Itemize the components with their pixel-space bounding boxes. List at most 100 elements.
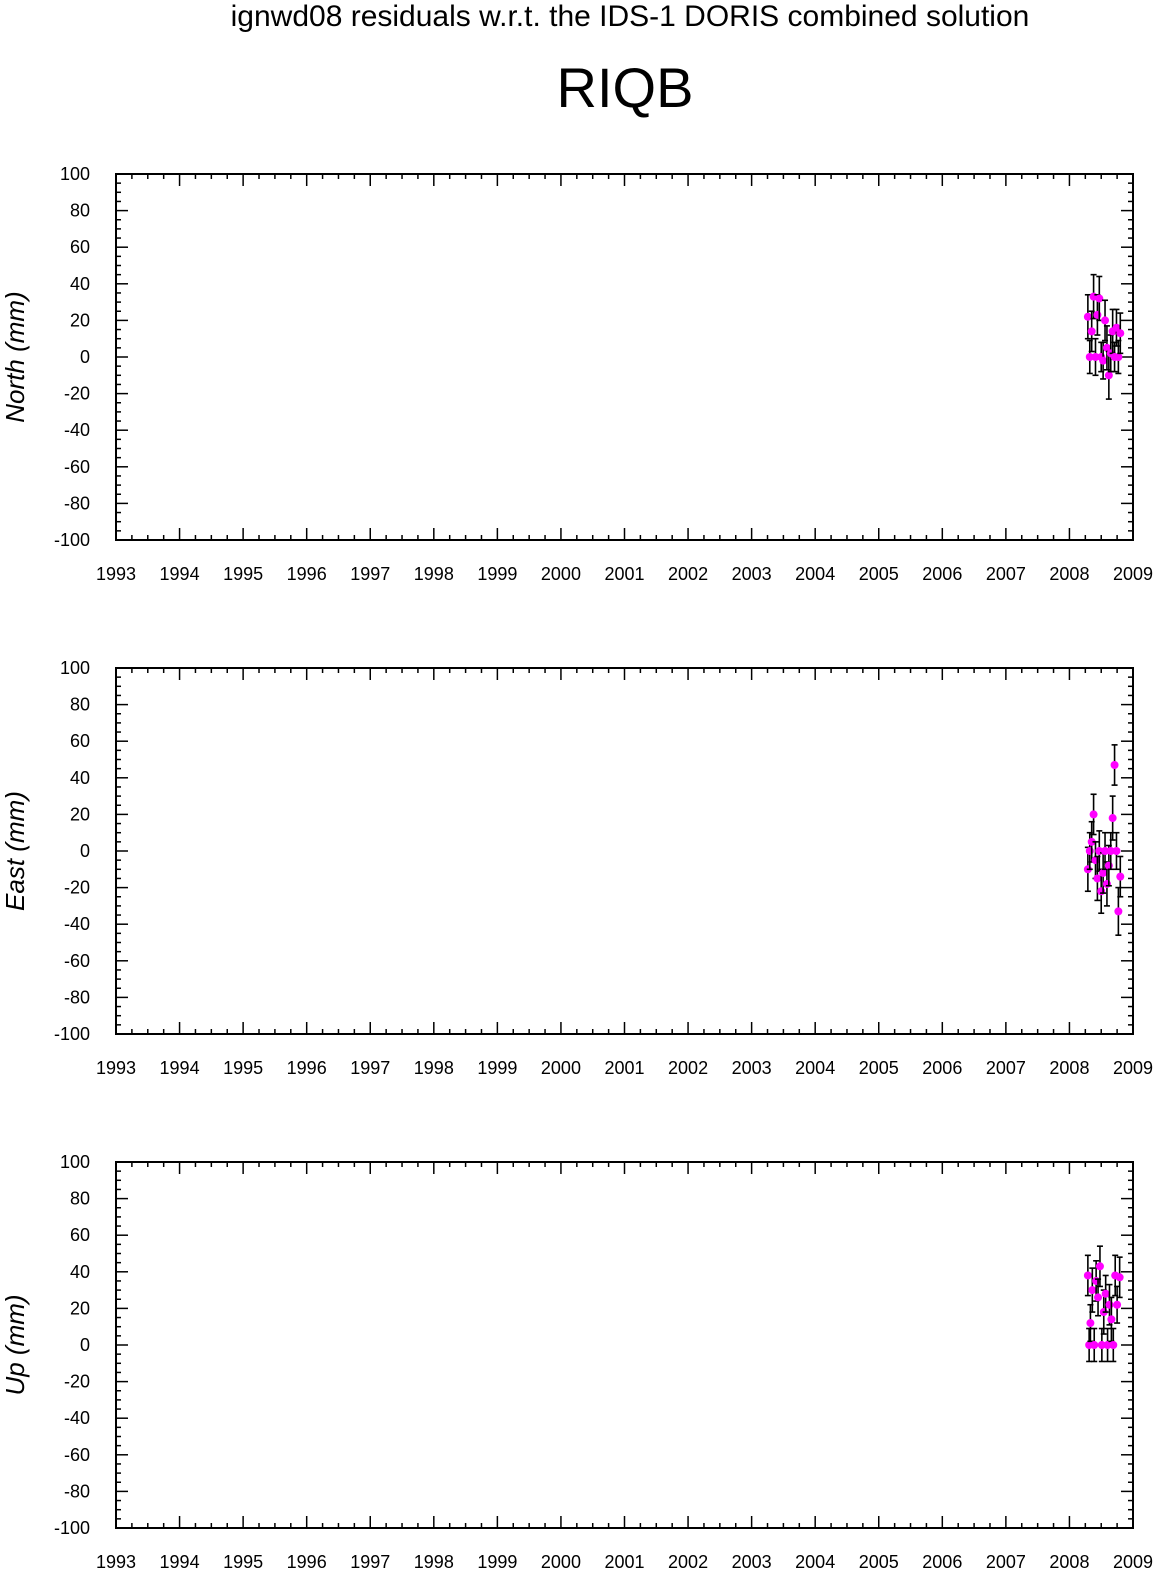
x-tick-label: 2006 xyxy=(922,1552,962,1572)
x-tick-label: 2002 xyxy=(668,564,708,584)
data-point xyxy=(1090,1341,1099,1349)
x-tick-label: 2002 xyxy=(668,1058,708,1078)
y-tick-label: 40 xyxy=(70,274,90,294)
x-tick-label: 2000 xyxy=(541,1552,581,1572)
y-tick-label: -20 xyxy=(64,1372,90,1392)
data-point xyxy=(1101,316,1110,325)
page-title: ignwd08 residuals w.r.t. the IDS-1 DORIS… xyxy=(230,0,1030,33)
y-tick-label: 0 xyxy=(80,347,90,367)
x-tick-label: 1993 xyxy=(96,564,136,584)
y-tick-label: -80 xyxy=(64,987,90,1007)
data-point xyxy=(1101,1289,1110,1298)
y-axis-label: North (mm) xyxy=(0,291,30,422)
x-tick-label: 2005 xyxy=(859,1058,899,1078)
y-axis-label: Up (mm) xyxy=(0,1294,30,1395)
data-point xyxy=(1092,1276,1101,1285)
data-point xyxy=(1091,353,1100,361)
x-tick-label: 1994 xyxy=(160,1552,200,1572)
data-point xyxy=(1106,847,1115,855)
x-tick-label: 1996 xyxy=(287,1058,327,1078)
x-tick-label: 2008 xyxy=(1049,1058,1089,1078)
data-point xyxy=(1116,329,1125,338)
data-point xyxy=(1114,907,1123,916)
x-tick-label: 1998 xyxy=(414,1058,454,1078)
y-tick-label: 60 xyxy=(70,237,90,257)
x-tick-label: 1997 xyxy=(350,564,390,584)
y-tick-label: -20 xyxy=(64,384,90,404)
axis-ticks xyxy=(115,667,1134,1035)
data-point xyxy=(1095,294,1104,303)
data-point xyxy=(1093,310,1102,319)
y-tick-label: -40 xyxy=(64,420,90,440)
panel-0: 1993 1994 1995 1996 1997 1998 1999 2000 2001 2002… xyxy=(0,164,1153,584)
data-point xyxy=(1114,353,1123,361)
y-tick-label: 20 xyxy=(70,804,90,824)
x-tick-label: 2003 xyxy=(732,1058,772,1078)
data-point xyxy=(1104,861,1113,870)
x-tick-label: 1996 xyxy=(287,1552,327,1572)
data-point xyxy=(1109,1341,1118,1349)
y-tick-label: -100 xyxy=(54,530,90,550)
y-tick-label: -80 xyxy=(64,1481,90,1501)
x-tick-label: 2004 xyxy=(795,1552,835,1572)
x-tick-label: 2005 xyxy=(859,1552,899,1572)
data-point xyxy=(1095,1262,1104,1271)
data-point xyxy=(1083,1271,1092,1280)
x-tick-label: 1995 xyxy=(223,564,263,584)
data-point xyxy=(1093,874,1102,883)
x-tick-label: 1999 xyxy=(477,564,517,584)
data-point xyxy=(1094,1293,1103,1302)
x-tick-label: 1999 xyxy=(477,1058,517,1078)
x-tick-label: 2005 xyxy=(859,564,899,584)
x-tick-label: 2006 xyxy=(922,1058,962,1078)
x-tick-label: 2009 xyxy=(1113,1058,1153,1078)
axis-ticks xyxy=(115,173,1134,541)
data-point xyxy=(1091,856,1100,865)
data-point xyxy=(1101,847,1110,855)
y-tick-label: -100 xyxy=(54,1024,90,1044)
plot-frame xyxy=(115,667,1134,1035)
data-point xyxy=(1103,1341,1112,1349)
x-tick-label: 2003 xyxy=(732,1552,772,1572)
y-tick-label: -100 xyxy=(54,1518,90,1538)
y-tick-label: 0 xyxy=(80,1335,90,1355)
data-point xyxy=(1112,847,1121,855)
data-point xyxy=(1089,810,1098,819)
data-point xyxy=(1104,371,1113,380)
y-tick-label: 100 xyxy=(60,1152,90,1172)
y-tick-label: 100 xyxy=(60,164,90,184)
x-tick-label: 2003 xyxy=(732,564,772,584)
x-tick-label: 1997 xyxy=(350,1058,390,1078)
y-tick-label: 80 xyxy=(70,1189,90,1209)
y-tick-label: -80 xyxy=(64,493,90,513)
x-tick-label: 1994 xyxy=(160,564,200,584)
x-tick-label: 2004 xyxy=(795,564,835,584)
data-point xyxy=(1099,356,1108,365)
x-tick-label: 2008 xyxy=(1049,564,1089,584)
x-tick-label: 1995 xyxy=(223,1058,263,1078)
data-point xyxy=(1108,814,1117,823)
x-tick-label: 2009 xyxy=(1113,1552,1153,1572)
data-point xyxy=(1099,868,1108,877)
y-axis-label: East (mm) xyxy=(0,791,30,911)
data-point xyxy=(1097,887,1106,896)
data-point xyxy=(1115,1273,1124,1282)
x-tick-label: 2001 xyxy=(604,564,644,584)
data-point xyxy=(1085,353,1094,361)
panel-2: 1993 1994 1995 1996 1997 1998 1999 2000 2001 2002… xyxy=(0,1152,1153,1572)
series-0 xyxy=(1083,744,1125,936)
x-tick-label: 2001 xyxy=(604,1058,644,1078)
series-0 xyxy=(1083,1245,1124,1363)
data-point xyxy=(1097,1341,1106,1349)
data-point xyxy=(1105,1300,1114,1309)
x-tick-label: 2002 xyxy=(668,1552,708,1572)
x-tick-label: 2004 xyxy=(795,1058,835,1078)
data-point xyxy=(1113,1300,1122,1309)
x-tick-label: 1994 xyxy=(160,1058,200,1078)
x-tick-label: 2007 xyxy=(986,1552,1026,1572)
data-point xyxy=(1087,327,1096,336)
y-tick-label: 20 xyxy=(70,1298,90,1318)
y-tick-label: 100 xyxy=(60,658,90,678)
y-tick-label: 60 xyxy=(70,731,90,751)
